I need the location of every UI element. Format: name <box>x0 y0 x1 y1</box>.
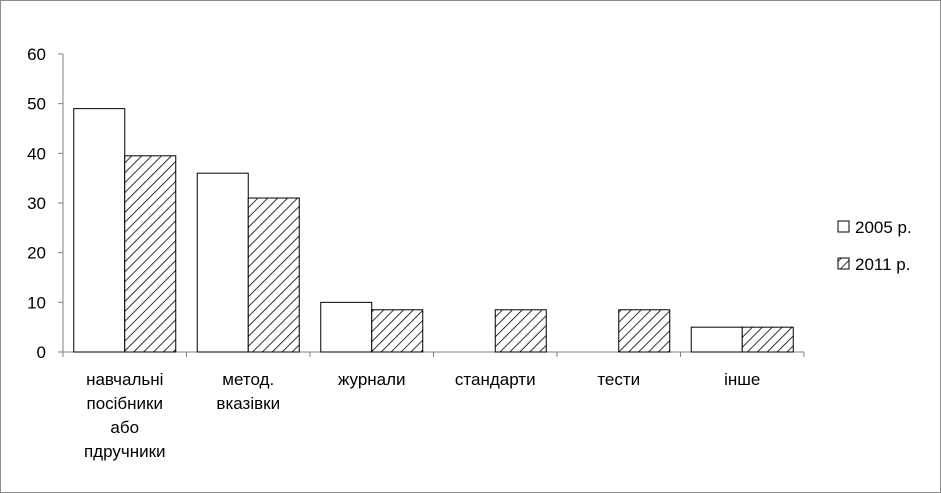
x-category-label-line: інше <box>724 370 760 389</box>
bar-series1 <box>320 301 373 353</box>
legend-swatch <box>837 257 850 270</box>
x-category-label-line: стандарти <box>455 370 536 389</box>
bar-series2 <box>371 309 424 353</box>
bar-series2 <box>494 309 547 353</box>
x-category-label: навчальні посібники або пдручники <box>84 370 166 461</box>
bar-series1 <box>73 108 126 353</box>
x-category-label-line: посібники <box>87 394 164 413</box>
y-tick-label: 40 <box>27 144 46 163</box>
axes <box>58 53 805 357</box>
x-category-label: тести <box>597 370 640 389</box>
x-category-label-line: або <box>110 418 139 437</box>
bar-series2 <box>124 155 177 353</box>
x-category-label-line: метод. <box>222 370 274 389</box>
legend-label: 2005 р. <box>855 218 912 237</box>
bar-series1 <box>196 172 249 353</box>
x-category-label: інше <box>724 370 760 389</box>
y-tick-label: 50 <box>27 95 46 114</box>
bar-series1 <box>690 326 743 353</box>
legend-label: 2011 р. <box>855 255 910 274</box>
x-category-label: метод. вказівки <box>216 370 280 413</box>
y-tick-label: 30 <box>27 194 46 213</box>
bar-series2 <box>618 309 671 353</box>
y-tick-label: 60 <box>27 45 46 64</box>
y-tick-label: 10 <box>27 293 46 312</box>
bars <box>73 108 794 353</box>
x-category-label-line: вказівки <box>216 394 280 413</box>
bar-series2 <box>247 197 300 353</box>
x-category-label-line: навчальні <box>86 370 163 389</box>
x-category-label: журнали <box>338 370 406 389</box>
y-tick-label: 20 <box>27 244 46 263</box>
legend: 2005 р. 2011 р. <box>837 218 912 274</box>
x-category-label-line: тести <box>597 370 640 389</box>
x-category-label: стандарти <box>455 370 536 389</box>
y-tick-label: 0 <box>37 343 46 362</box>
labels: 0 10 20 30 40 50 60 навчальні посібники або пдручн… <box>27 45 760 461</box>
bar-series2 <box>741 326 794 353</box>
legend-swatch <box>837 220 850 233</box>
x-category-label-line: пдручники <box>84 442 166 461</box>
x-category-label-line: журнали <box>338 370 406 389</box>
